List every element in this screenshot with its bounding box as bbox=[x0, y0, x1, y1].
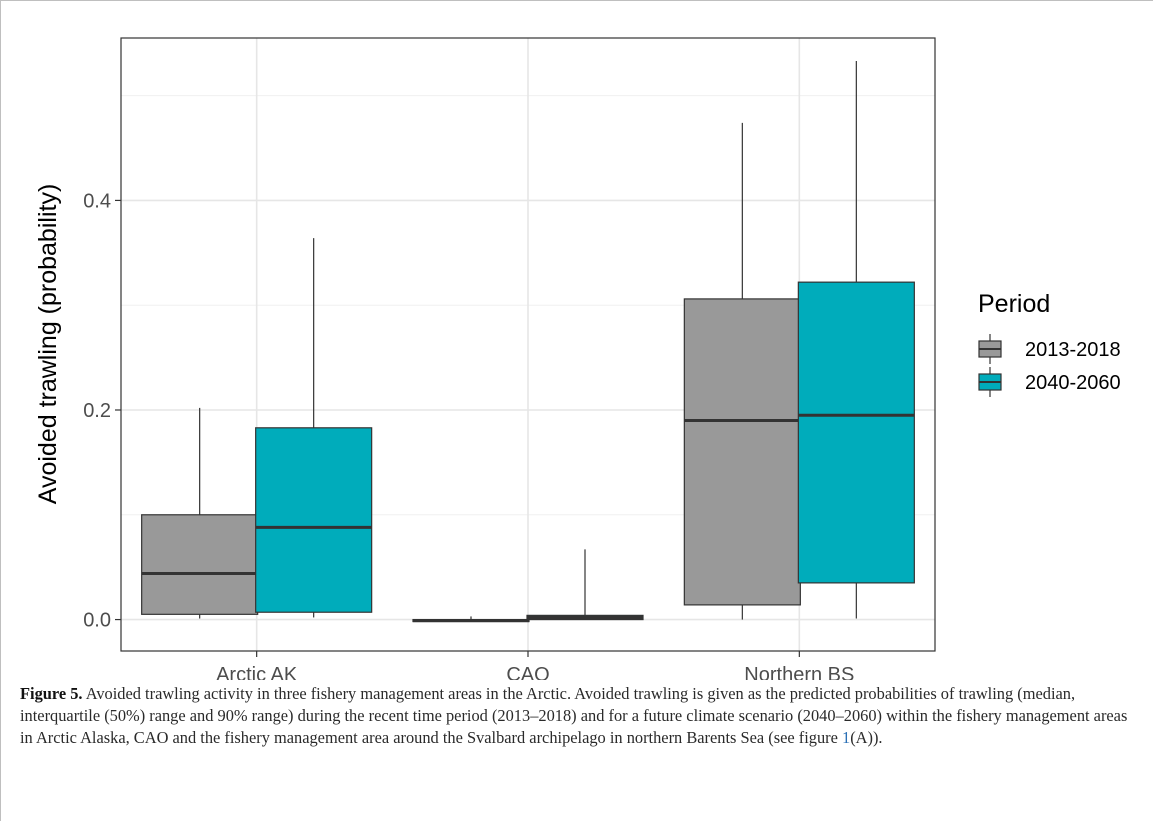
y-axis: 0.0 0.2 0.4 bbox=[83, 190, 121, 632]
boxplot-chart: 0.0 0.2 0.4 Arctic AK CAO Northern BS Avoide… bbox=[34, 37, 1121, 680]
box-2013-2018-CAO bbox=[412, 616, 530, 623]
box-2013-2018-Arctic AK bbox=[141, 407, 259, 619]
x-tick-label: Northern BS bbox=[744, 664, 854, 680]
box-iqr bbox=[797, 281, 915, 584]
box-iqr bbox=[141, 514, 259, 615]
frame-left-border bbox=[0, 0, 1, 821]
y-tick-label: 0.2 bbox=[83, 400, 111, 422]
x-tick-label: Arctic AK bbox=[216, 664, 298, 680]
y-axis-label: Avoided trawling (probability) bbox=[34, 184, 62, 505]
legend-entry: 2013-2018 bbox=[978, 334, 1121, 364]
y-tick-label: 0.4 bbox=[83, 190, 111, 212]
x-tick-label: CAO bbox=[506, 664, 549, 680]
box-iqr bbox=[255, 427, 373, 613]
x-axis: Arctic AK CAO Northern BS bbox=[216, 651, 854, 680]
legend-entry: 2040-2060 bbox=[978, 367, 1121, 397]
box-2013-2018-Northern BS bbox=[683, 122, 801, 620]
figure-caption: Figure 5. Avoided trawling activity in t… bbox=[20, 683, 1135, 749]
box-iqr bbox=[683, 298, 801, 606]
figure-label: Figure 5. bbox=[20, 684, 83, 703]
frame-top-border bbox=[0, 0, 1153, 1]
box-2040-2060-CAO bbox=[526, 549, 644, 621]
legend: Period 2013-2018 2040-2060 bbox=[978, 290, 1121, 397]
caption-text: Avoided trawling activity in three fishe… bbox=[20, 684, 1128, 747]
box-2040-2060-Arctic AK bbox=[255, 238, 373, 618]
legend-title: Period bbox=[978, 290, 1050, 318]
legend-entry-label: 2040-2060 bbox=[1025, 372, 1121, 394]
box-series bbox=[141, 61, 915, 623]
figure-reference-link[interactable]: 1 bbox=[841, 728, 851, 747]
caption-text-end: (A)). bbox=[850, 728, 883, 747]
y-tick-label: 0.0 bbox=[83, 610, 111, 632]
box-2040-2060-Northern BS bbox=[797, 61, 915, 619]
legend-entry-label: 2013-2018 bbox=[1025, 339, 1121, 361]
